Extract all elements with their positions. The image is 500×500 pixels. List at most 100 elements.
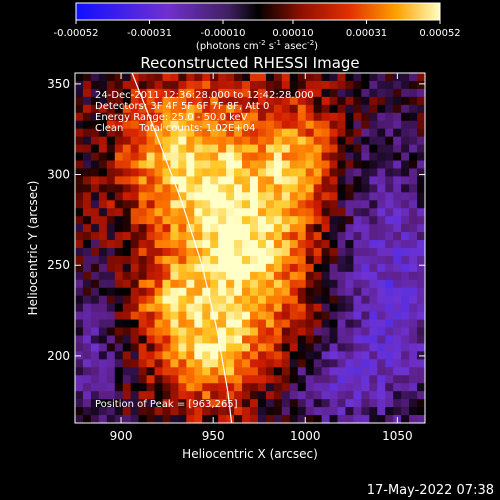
heatmap-cell [218,80,227,90]
heatmap-cell [257,248,267,257]
heatmap-cell [329,192,338,201]
heatmap-cell [210,120,219,130]
heatmap-cell [242,271,251,281]
heatmap-cell [377,319,386,328]
heatmap-cell [305,232,315,241]
heatmap-cell [82,232,92,241]
heatmap-cell [297,327,307,336]
heatmap-cell [385,383,394,392]
heatmap-cell [154,359,163,368]
heatmap-cell [178,255,187,265]
heatmap-cell [226,263,235,273]
heatmap-cell [114,295,124,305]
heatmap-cell [138,232,147,241]
heatmap-cell [162,263,171,273]
heatmap-cell [106,152,116,161]
heatmap-cell [114,335,124,344]
heatmap-cell [329,96,338,106]
heatmap-cell [146,128,155,138]
heatmap-cell [417,88,425,98]
heatmap-cell [361,88,370,98]
heatmap-cell [210,303,219,313]
heatmap-cell [257,73,267,82]
heatmap-cell [146,168,155,177]
heatmap-cell [257,287,267,297]
heatmap-cell [361,351,370,360]
heatmap-cell [122,136,132,145]
heatmap-cell [178,335,187,344]
heatmap-cell [297,216,307,225]
heatmap-cell [337,255,346,265]
heatmap-cell [281,73,291,82]
heatmap-cell [369,399,378,408]
heatmap-cell [409,96,418,106]
heatmap-cell [273,112,283,122]
heatmap-cell [106,184,116,193]
heatmap-cell [393,136,402,145]
heatmap-cell [202,391,211,400]
heatmap-cell [345,224,354,233]
heatmap-cell [170,192,179,201]
heatmap-cell [170,200,179,209]
heatmap-cell [345,407,354,416]
heatmap-cell [90,128,100,138]
heatmap-cell [305,224,315,233]
heatmap-cell [218,216,227,225]
heatmap-cell [226,208,235,217]
heatmap-cell [321,375,330,384]
heatmap-cell [257,232,267,241]
heatmap-cell [202,80,211,90]
heatmap-cell [162,73,171,82]
heatmap-cell [250,88,259,98]
heatmap-cell [289,112,299,122]
heatmap-cell [265,311,275,320]
heatmap-cell [305,96,315,106]
heatmap-cell [130,73,140,82]
heatmap-cell [361,367,370,376]
heatmap-cell [154,295,163,305]
heatmap-cell [242,319,251,328]
heatmap-cell [305,391,315,400]
heatmap-cell [250,311,259,320]
heatmap-cell [281,184,291,193]
heatmap-cell [106,73,116,82]
heatmap-cell [162,367,171,376]
annotation-block: 24-Dec-2011 12:36:28.000 to 12:42:28.000… [95,90,314,134]
heatmap-cell [106,160,116,169]
heatmap-cell [297,176,307,185]
heatmap-cell [265,263,275,273]
heatmap-cell [313,160,322,169]
heatmap-cell [210,287,219,297]
heatmap-cell [242,128,251,138]
heatmap-cell [361,415,370,423]
heatmap-cell [345,399,354,408]
heatmap-cell [114,168,124,177]
heatmap-cell [353,391,362,400]
heatmap-cell [393,399,402,408]
heatmap-cell [90,104,100,114]
heatmap-cell [369,232,378,241]
heatmap-cell [75,248,84,257]
heatmap-cell [82,407,92,416]
heatmap-cell [289,104,299,114]
heatmap-cell [82,168,92,177]
heatmap-cell [281,176,291,185]
heatmap-cell [178,391,187,400]
heatmap-cell [265,160,275,169]
heatmap-cell [178,208,187,217]
heatmap-cell [130,200,140,209]
heatmap-cell [353,160,362,169]
heatmap-cell [114,375,124,384]
heatmap-cell [202,232,211,241]
heatmap-cell [321,144,330,153]
heatmap-cell [218,192,227,201]
heatmap-cell [321,73,330,82]
heatmap-cell [313,168,322,177]
heatmap-cell [297,120,307,130]
heatmap-cell [82,295,92,305]
heatmap-cell [401,391,410,400]
heatmap-cell [242,73,251,82]
heatmap-cell [337,136,346,145]
heatmap-cell [409,415,418,423]
heatmap-cell [82,263,92,273]
